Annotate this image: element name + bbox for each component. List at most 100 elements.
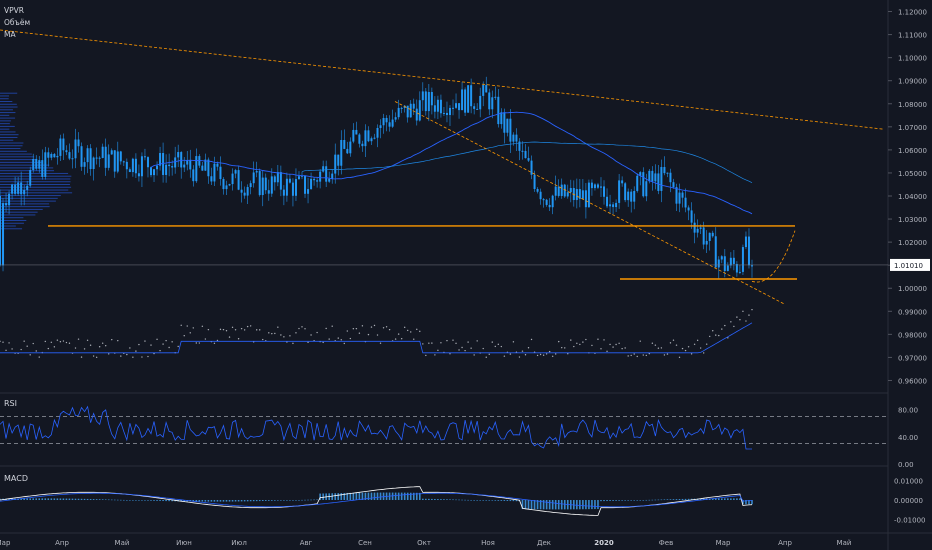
volume-profile-bar — [0, 156, 35, 158]
macd-histogram-bar — [346, 492, 349, 500]
indicator-volume[interactable]: Объём — [4, 18, 31, 27]
macd-histogram-bar — [95, 499, 98, 500]
macd-histogram-bar — [482, 500, 485, 501]
volume-dot — [26, 345, 28, 347]
volume-dot — [748, 314, 750, 316]
volume-dot — [467, 341, 469, 343]
candle-body — [107, 154, 110, 168]
volume-dot — [657, 347, 660, 349]
macd-histogram-bar — [630, 500, 632, 501]
volume-profile-bar — [0, 114, 10, 116]
price-axis[interactable]: 1.12000 1.11000 1.10000 1.09000 1.08000 1.070… — [0, 9, 930, 386]
volume-dot — [651, 342, 654, 344]
macd-histogram-bar — [147, 500, 149, 501]
candle-body — [723, 256, 726, 271]
indicator-ma[interactable]: MA — [4, 30, 16, 39]
volume-dot — [464, 349, 466, 352]
candle-body — [128, 169, 131, 173]
macd-histogram-bar — [733, 498, 735, 500]
candle-body — [204, 159, 207, 171]
drawn-lines — [0, 29, 884, 305]
macd-histogram-bar — [627, 500, 629, 501]
volume-dot — [503, 355, 506, 357]
macd-histogram-bar — [74, 498, 77, 500]
candle-body — [654, 173, 657, 182]
macd-histogram-bar — [666, 499, 669, 500]
macd-histogram-bar — [533, 500, 536, 510]
volume-profile-bar — [0, 203, 50, 205]
candle-body — [427, 92, 430, 112]
candle-body — [134, 158, 137, 174]
macd-histogram-bar — [271, 500, 273, 501]
candle-body — [476, 108, 479, 110]
volume-dot — [304, 328, 306, 330]
candle-body — [693, 222, 696, 233]
macd-histogram-bar — [337, 493, 340, 500]
volume-dot — [219, 328, 222, 331]
volume-dot — [497, 343, 500, 346]
macd-histogram-bar — [467, 499, 469, 501]
volume-dot — [108, 353, 110, 355]
candle-body — [397, 107, 400, 118]
macd-histogram-bar — [681, 498, 684, 500]
volume-dot — [449, 353, 451, 355]
volume-dot — [745, 320, 747, 322]
volume-profile-bar — [0, 148, 21, 150]
volume-dot — [183, 334, 185, 337]
macd-pane[interactable]: MACD 0.01000 0.00000 -0.01000 — [0, 474, 925, 524]
macd-histogram-bar — [500, 500, 503, 501]
candle-body — [273, 176, 276, 183]
volume-profile-bar — [0, 189, 69, 191]
price-tick-label: 1.02000 — [898, 239, 927, 247]
macd-histogram-bar — [162, 500, 164, 502]
macd-histogram-bar — [512, 500, 515, 502]
rsi-title: RSI — [4, 399, 17, 408]
volume-dot — [388, 328, 391, 331]
volume-dot — [195, 342, 198, 344]
volume-dot — [162, 343, 164, 345]
volume-dot — [615, 343, 617, 346]
support-trendline — [394, 101, 786, 305]
candle-body — [2, 203, 5, 266]
macd-histogram-bar — [23, 498, 25, 500]
volume-dot — [331, 325, 333, 327]
volume-profile-bar — [0, 225, 16, 227]
candle-body — [545, 199, 548, 205]
macd-histogram-bar — [92, 499, 95, 500]
volume-profile-bar — [0, 208, 43, 210]
macd-histogram-bar — [745, 500, 747, 505]
candle-body — [20, 182, 23, 195]
rsi-pane[interactable]: RSI 80.00 40.00 0.00 — [0, 399, 918, 469]
macd-histogram-bar — [343, 492, 346, 500]
candle-body — [162, 153, 165, 175]
macd-histogram-bar — [603, 500, 605, 502]
macd-histogram-bar — [391, 492, 394, 500]
volume-dot — [328, 338, 330, 340]
macd-histogram-bar — [730, 498, 732, 500]
macd-histogram-bar — [506, 500, 509, 501]
time-axis[interactable]: Мар Апр Май Июн Июл Авг Сен Окт Ноя Дек 2020 Фев Мар… — [0, 539, 851, 547]
candle-body — [264, 177, 267, 191]
candle-body — [140, 156, 143, 177]
candle-body — [572, 188, 575, 201]
macd-histogram-bar — [307, 499, 309, 501]
volume-dot — [361, 325, 364, 327]
indicator-vpvr[interactable]: VPVR — [4, 6, 24, 15]
macd-histogram-bar — [397, 492, 400, 500]
macd-histogram-bar — [437, 499, 439, 500]
volume-dot — [135, 350, 137, 352]
macd-histogram-bar — [264, 500, 267, 501]
volume-dot — [298, 327, 300, 330]
candle-body — [358, 134, 361, 144]
volume-dot — [712, 330, 714, 332]
candle-body — [599, 186, 602, 188]
candle-body — [603, 186, 606, 197]
candle-body — [77, 139, 80, 147]
macd-histogram-bar — [751, 500, 753, 505]
ma-50-line — [150, 111, 753, 215]
macd-histogram-bar — [292, 500, 294, 501]
macd-histogram-bar — [491, 500, 494, 501]
macd-histogram-bar — [594, 500, 596, 510]
